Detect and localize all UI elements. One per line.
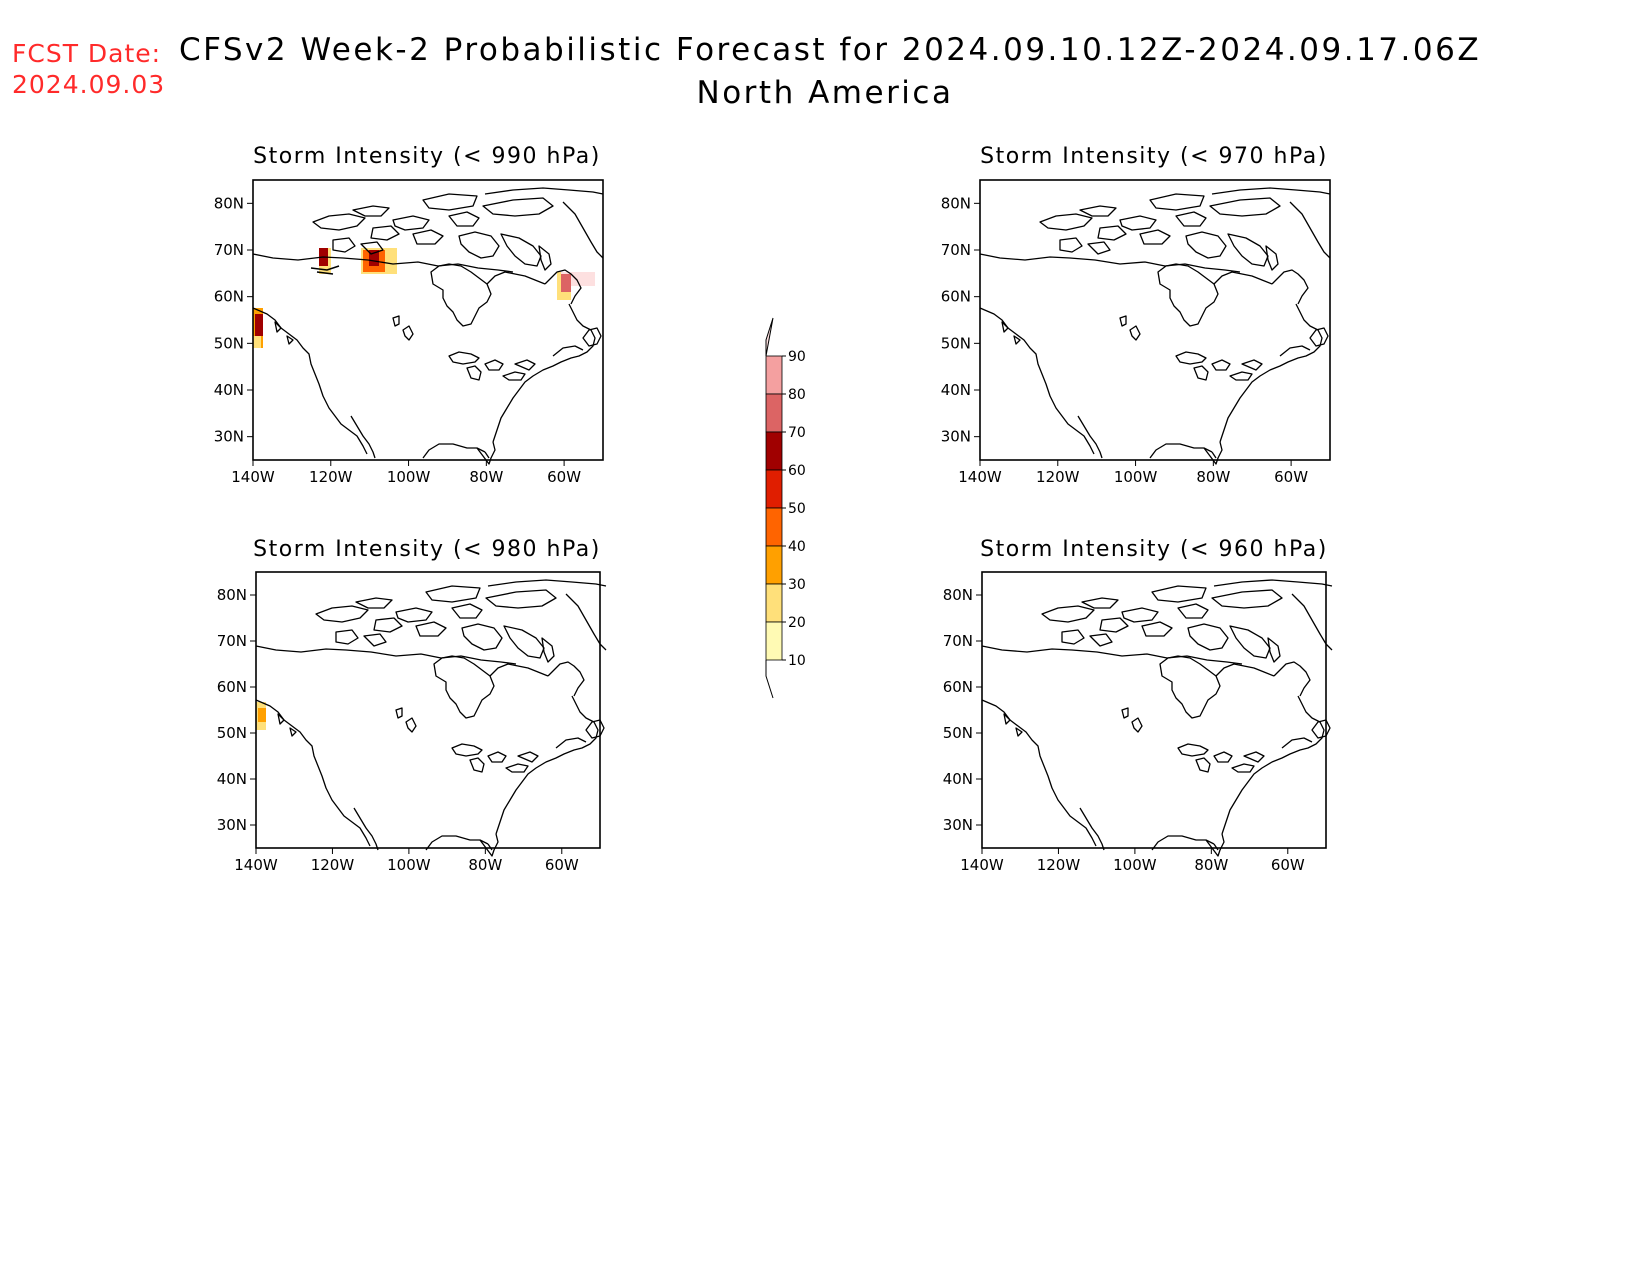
colorbar-box bbox=[765, 393, 783, 433]
colorbar-label: 30 bbox=[788, 577, 806, 593]
panel-title-990: Storm Intensity (< 990 hPa) bbox=[253, 144, 601, 169]
lat-tick-label: 30N bbox=[941, 428, 971, 446]
map-frame bbox=[982, 572, 1326, 848]
lat-tick-label: 70N bbox=[941, 241, 971, 259]
lon-tick-label: 100W bbox=[387, 856, 431, 874]
lat-tick-label: 40N bbox=[217, 770, 247, 788]
colorbar: 90 80 70 60 50 40 30 20 10 bbox=[765, 317, 806, 699]
lat-tick-label: 40N bbox=[214, 381, 244, 399]
lon-tick-label: 80W bbox=[468, 856, 502, 874]
prob-area-gulf-alaska-edge bbox=[253, 336, 261, 348]
lon-tick-label: 140W bbox=[960, 856, 1004, 874]
colorbar-box bbox=[765, 545, 783, 585]
lon-tick-label: 80W bbox=[1194, 856, 1228, 874]
colorbar-box bbox=[765, 469, 783, 509]
colorbar-box bbox=[765, 621, 783, 661]
map-border bbox=[255, 571, 601, 849]
lon-tick-label: 120W bbox=[1037, 856, 1081, 874]
fcst-date-caption: FCST Date: bbox=[12, 39, 162, 68]
lon-tick-label: 60W bbox=[1274, 468, 1308, 486]
lat-tick-label: 50N bbox=[217, 724, 247, 742]
lon-tick-label: 60W bbox=[1271, 856, 1305, 874]
colorbar-label: 40 bbox=[788, 539, 806, 555]
lon-tick-label: 140W bbox=[958, 468, 1002, 486]
lat-tick-label: 80N bbox=[941, 194, 971, 212]
lat-tick-label: 60N bbox=[214, 288, 244, 306]
lon-tick-label: 140W bbox=[234, 856, 278, 874]
map-frame bbox=[256, 572, 600, 848]
lat-tick-label: 80N bbox=[214, 194, 244, 212]
lon-tick-label: 100W bbox=[1113, 856, 1157, 874]
lat-tick-label: 50N bbox=[943, 724, 973, 742]
colorbar-label: 90 bbox=[788, 349, 806, 365]
lat-tick-label: 80N bbox=[943, 586, 973, 604]
prob-area-amundsen-core bbox=[369, 250, 379, 266]
lon-tick-label: 80W bbox=[1196, 468, 1230, 486]
panel-title-970: Storm Intensity (< 970 hPa) bbox=[980, 144, 1328, 169]
prob-area-gulf-alaska-core bbox=[255, 314, 263, 336]
panel-title-980: Storm Intensity (< 980 hPa) bbox=[253, 537, 601, 562]
lat-tick-label: 70N bbox=[214, 241, 244, 259]
map-frame bbox=[980, 180, 1330, 460]
lat-tick-label: 80N bbox=[217, 586, 247, 604]
lon-tick-label: 100W bbox=[1114, 468, 1158, 486]
colorbar-label: 80 bbox=[788, 387, 806, 403]
lat-tick-label: 30N bbox=[214, 428, 244, 446]
lat-tick-label: 40N bbox=[943, 770, 973, 788]
colorbar-bottom-arrow bbox=[765, 660, 774, 699]
panel-title-960: Storm Intensity (< 960 hPa) bbox=[980, 537, 1328, 562]
lat-tick-label: 40N bbox=[941, 381, 971, 399]
colorbar-label: 20 bbox=[788, 615, 806, 631]
map-border bbox=[979, 179, 1331, 461]
colorbar-box bbox=[765, 431, 783, 471]
lat-tick-label: 30N bbox=[943, 816, 973, 834]
lat-tick-label: 60N bbox=[217, 678, 247, 696]
page-subtitle: North America bbox=[696, 75, 954, 111]
lon-tick-label: 100W bbox=[387, 468, 431, 486]
colorbar-label: 70 bbox=[788, 425, 806, 441]
map-frame bbox=[253, 180, 603, 460]
axis-ticks: 80N 70N 60N 50N 40N 30N 140W 120W 100W 80W 60W 80N 7… bbox=[214, 194, 1309, 874]
forecast-date-label: FCST Date: 2024.09.03 bbox=[12, 38, 165, 100]
prob-area-gulf-alaska bbox=[258, 708, 266, 722]
fcst-date-value: 2024.09.03 bbox=[12, 70, 166, 99]
lat-tick-label: 30N bbox=[217, 816, 247, 834]
colorbar-label: 60 bbox=[788, 463, 806, 479]
lon-tick-label: 60W bbox=[547, 468, 581, 486]
lat-tick-label: 50N bbox=[214, 334, 244, 352]
probability-areas bbox=[253, 248, 595, 348]
lon-tick-label: 120W bbox=[1036, 468, 1080, 486]
panel-990 bbox=[252, 179, 604, 465]
colorbar-label: 10 bbox=[788, 653, 806, 669]
colorbar-box bbox=[765, 583, 783, 623]
colorbar-top-arrow bbox=[765, 317, 774, 357]
lon-tick-label: 80W bbox=[469, 468, 503, 486]
lat-tick-label: 60N bbox=[943, 678, 973, 696]
panel-960 bbox=[981, 571, 1333, 857]
lat-tick-label: 70N bbox=[217, 632, 247, 650]
lon-tick-label: 60W bbox=[545, 856, 579, 874]
lon-tick-label: 140W bbox=[231, 468, 275, 486]
colorbar-box bbox=[765, 507, 783, 547]
lon-tick-label: 120W bbox=[311, 856, 355, 874]
lat-tick-label: 50N bbox=[941, 334, 971, 352]
storm-track bbox=[310, 265, 340, 275]
prob-area-labrador-core bbox=[561, 274, 571, 292]
map-border bbox=[981, 571, 1327, 849]
lat-tick-label: 70N bbox=[943, 632, 973, 650]
colorbar-box bbox=[765, 355, 783, 395]
panel-980 bbox=[255, 571, 607, 857]
lon-tick-label: 120W bbox=[309, 468, 353, 486]
colorbar-label: 50 bbox=[788, 501, 806, 517]
map-border bbox=[252, 179, 604, 461]
lat-tick-label: 60N bbox=[941, 288, 971, 306]
panel-970 bbox=[979, 179, 1331, 465]
page-title: CFSv2 Week-2 Probabilistic Forecast for … bbox=[178, 32, 1482, 68]
